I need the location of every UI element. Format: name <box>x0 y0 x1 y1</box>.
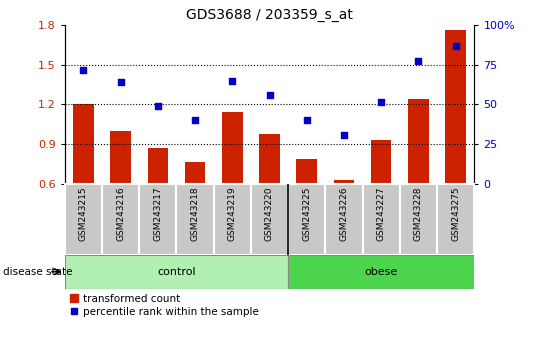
Point <box>265 92 274 98</box>
Bar <box>251 184 288 255</box>
Point <box>302 118 311 123</box>
Bar <box>213 184 251 255</box>
Text: GSM243218: GSM243218 <box>190 186 199 241</box>
Legend: transformed count, percentile rank within the sample: transformed count, percentile rank withi… <box>70 294 259 317</box>
Bar <box>102 184 139 255</box>
Bar <box>371 140 391 184</box>
Bar <box>222 113 243 184</box>
Text: GSM243217: GSM243217 <box>153 186 162 241</box>
Point <box>154 103 162 109</box>
Text: GSM243275: GSM243275 <box>451 186 460 241</box>
Text: GSM243216: GSM243216 <box>116 186 125 241</box>
Text: GSM243226: GSM243226 <box>340 186 349 241</box>
Text: control: control <box>157 267 196 277</box>
Point <box>79 67 88 73</box>
Bar <box>296 159 317 184</box>
Text: GSM243225: GSM243225 <box>302 186 311 241</box>
Bar <box>445 30 466 184</box>
Bar <box>288 255 474 289</box>
Point <box>340 132 348 138</box>
Bar <box>176 184 213 255</box>
Bar <box>408 99 429 184</box>
Point <box>191 118 199 123</box>
Point <box>116 79 125 85</box>
Bar <box>334 180 354 184</box>
Point <box>377 99 385 105</box>
Bar <box>73 104 94 184</box>
Bar <box>185 161 205 184</box>
Text: GSM243220: GSM243220 <box>265 186 274 241</box>
Text: GSM243215: GSM243215 <box>79 186 88 241</box>
Text: obese: obese <box>364 267 398 277</box>
Bar <box>288 184 326 255</box>
Point <box>451 43 460 49</box>
Text: GSM243219: GSM243219 <box>228 186 237 241</box>
Bar <box>139 184 176 255</box>
Bar <box>148 148 168 184</box>
Bar <box>110 131 131 184</box>
Bar <box>400 184 437 255</box>
Bar <box>326 184 363 255</box>
Text: disease state: disease state <box>3 267 72 277</box>
Bar <box>65 184 102 255</box>
Text: GSM243228: GSM243228 <box>414 186 423 241</box>
Bar <box>65 255 288 289</box>
Bar <box>363 184 400 255</box>
Point <box>228 78 237 83</box>
Point <box>414 58 423 63</box>
Bar <box>259 133 280 184</box>
Bar <box>437 184 474 255</box>
Title: GDS3688 / 203359_s_at: GDS3688 / 203359_s_at <box>186 8 353 22</box>
Text: GSM243227: GSM243227 <box>377 186 386 241</box>
